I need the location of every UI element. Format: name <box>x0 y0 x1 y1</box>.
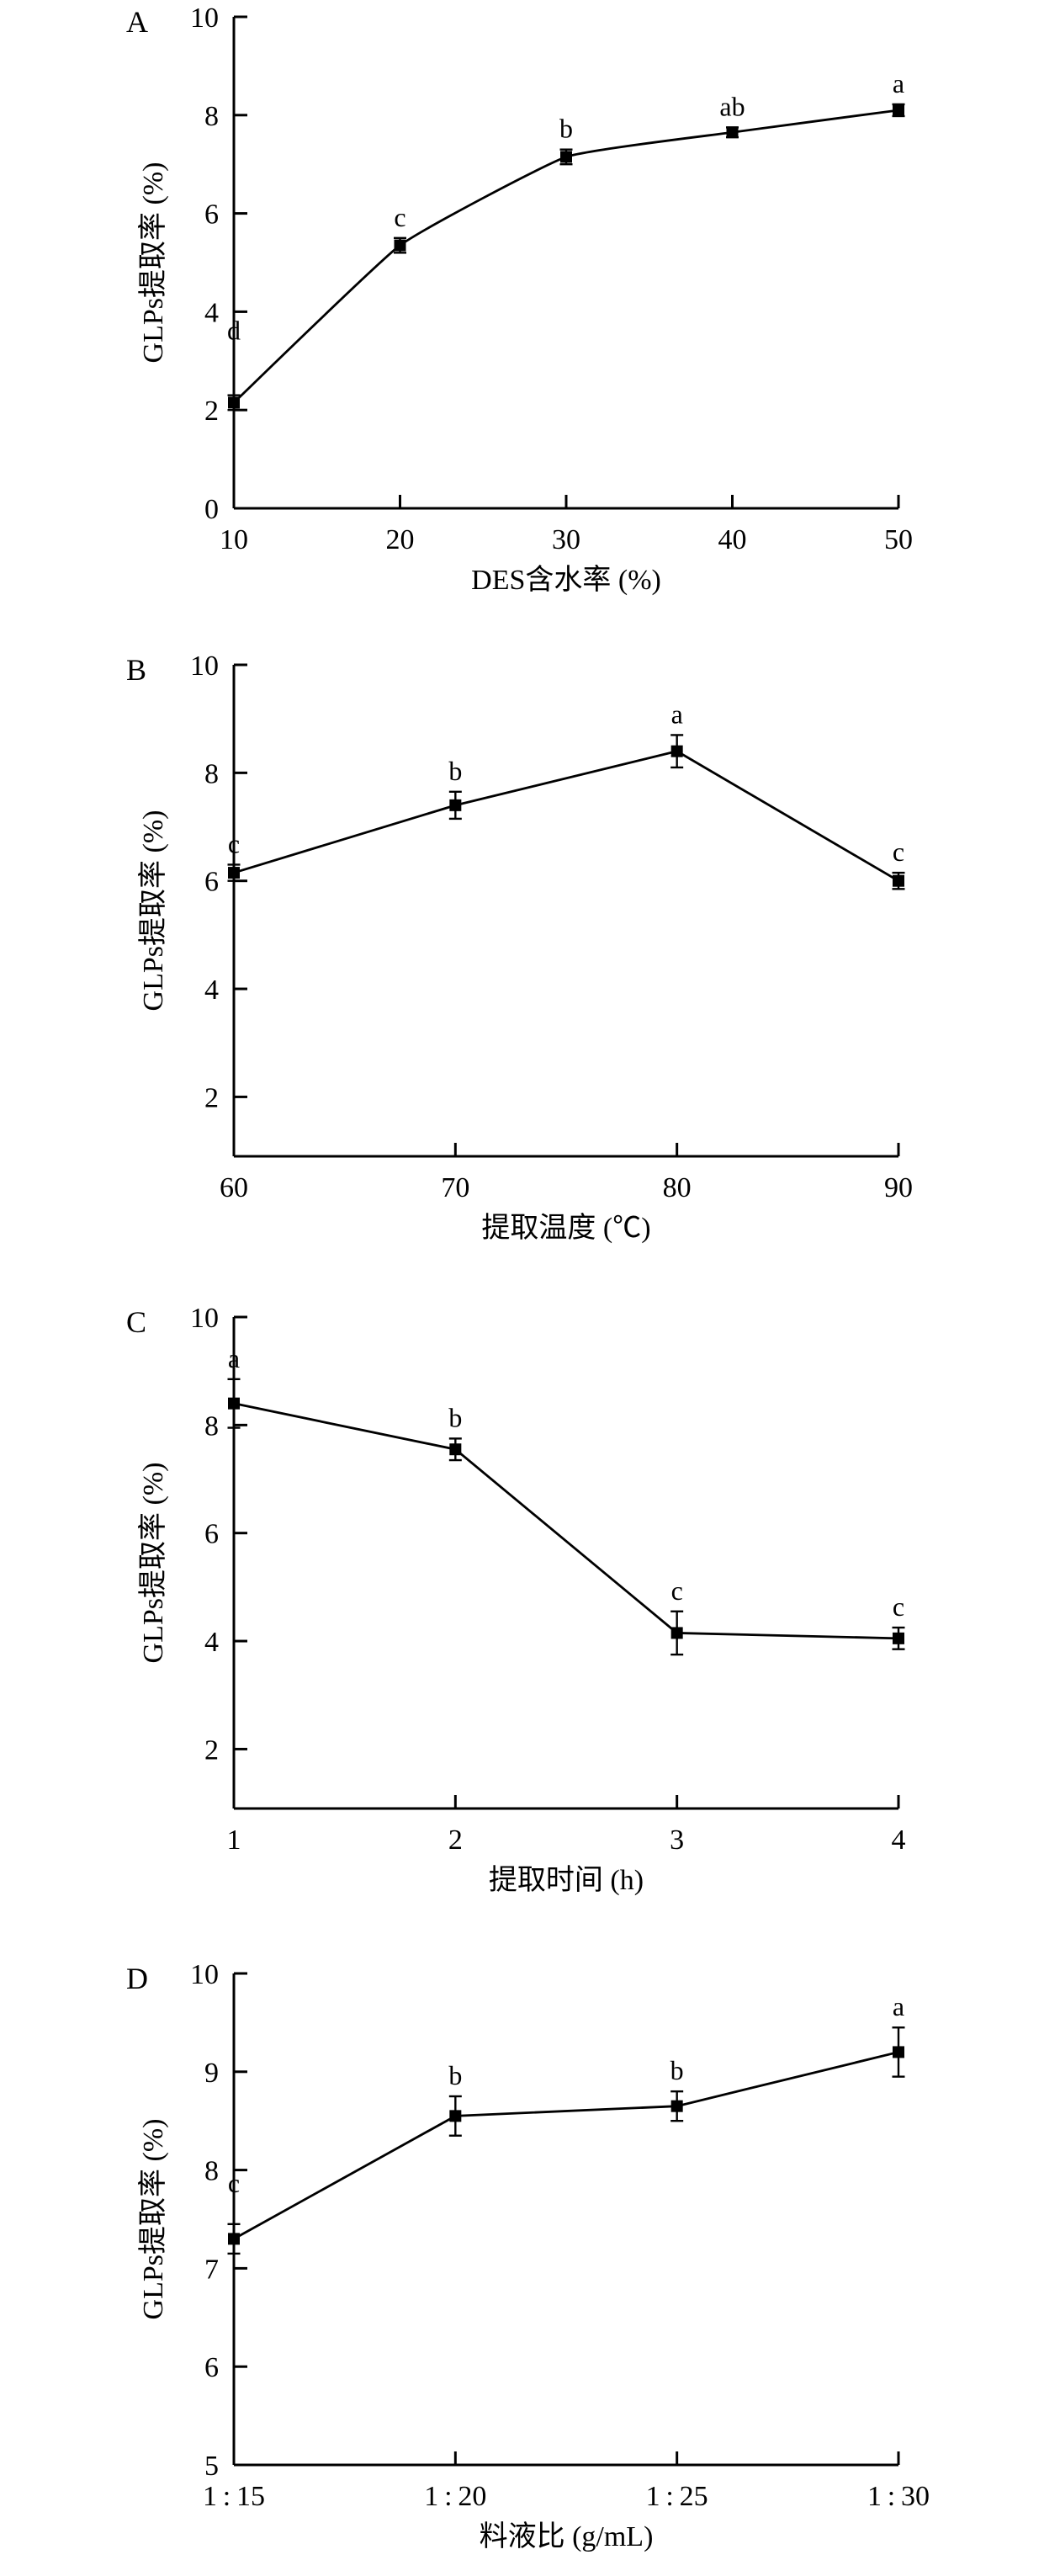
svg-text:提取时间 (h): 提取时间 (h) <box>489 1864 644 1896</box>
svg-text:70: 70 <box>441 1172 469 1203</box>
svg-text:6: 6 <box>204 1519 219 1550</box>
svg-text:3: 3 <box>670 1824 684 1856</box>
svg-text:c: c <box>394 202 405 232</box>
svg-text:10: 10 <box>190 1959 219 1990</box>
svg-text:1: 1 <box>227 1824 241 1856</box>
svg-text:c: c <box>671 1575 683 1606</box>
svg-text:GLPs提取率 (%): GLPs提取率 (%) <box>137 162 169 364</box>
svg-text:b: b <box>448 756 462 786</box>
svg-text:30: 30 <box>552 524 580 555</box>
svg-text:b: b <box>559 114 573 144</box>
svg-text:GLPs提取率 (%): GLPs提取率 (%) <box>137 2119 169 2320</box>
svg-text:0: 0 <box>204 494 219 525</box>
svg-text:c: c <box>893 1591 904 1622</box>
svg-text:10: 10 <box>190 651 219 682</box>
svg-text:90: 90 <box>884 1172 913 1203</box>
svg-text:8: 8 <box>204 2156 219 2187</box>
svg-text:6: 6 <box>204 199 219 231</box>
svg-text:7: 7 <box>204 2254 219 2285</box>
svg-text:10: 10 <box>220 524 248 555</box>
svg-text:50: 50 <box>884 524 913 555</box>
svg-text:1 : 15: 1 : 15 <box>203 2481 265 2512</box>
svg-text:C: C <box>126 1305 146 1339</box>
svg-text:b: b <box>448 1402 462 1432</box>
svg-text:提取温度 (℃): 提取温度 (℃) <box>481 1212 650 1244</box>
svg-text:8: 8 <box>204 1410 219 1442</box>
svg-text:10: 10 <box>190 1303 219 1334</box>
svg-text:c: c <box>893 837 904 867</box>
svg-text:8: 8 <box>204 101 219 132</box>
svg-text:6: 6 <box>204 2352 219 2383</box>
svg-text:b: b <box>448 2060 462 2090</box>
svg-text:a: a <box>893 68 904 98</box>
svg-text:1 : 30: 1 : 30 <box>867 2481 930 2512</box>
svg-text:D: D <box>126 1962 148 1995</box>
svg-text:2: 2 <box>204 1082 219 1113</box>
svg-text:B: B <box>126 653 146 687</box>
svg-text:4: 4 <box>204 975 219 1006</box>
svg-text:40: 40 <box>718 524 747 555</box>
svg-text:A: A <box>126 5 148 39</box>
svg-text:料液比 (g/mL): 料液比 (g/mL) <box>480 2520 654 2552</box>
svg-text:ab: ab <box>719 91 745 121</box>
svg-text:a: a <box>228 1343 240 1373</box>
svg-text:2: 2 <box>204 1734 219 1766</box>
svg-text:d: d <box>227 316 241 346</box>
svg-text:DES含水率 (%): DES含水率 (%) <box>471 564 661 596</box>
svg-text:b: b <box>670 2055 684 2085</box>
svg-text:60: 60 <box>220 1172 248 1203</box>
svg-text:8: 8 <box>204 758 219 789</box>
svg-text:6: 6 <box>204 867 219 898</box>
svg-text:9: 9 <box>204 2058 219 2089</box>
svg-text:4: 4 <box>204 1627 219 1658</box>
svg-text:2: 2 <box>448 1824 463 1856</box>
svg-text:GLPs提取率 (%): GLPs提取率 (%) <box>137 810 169 1012</box>
svg-text:1 : 25: 1 : 25 <box>646 2481 708 2512</box>
svg-text:c: c <box>228 2168 240 2198</box>
svg-text:2: 2 <box>204 396 219 427</box>
svg-text:c: c <box>228 828 240 858</box>
svg-text:a: a <box>893 1991 904 2021</box>
svg-text:4: 4 <box>892 1824 906 1856</box>
svg-text:1 : 20: 1 : 20 <box>424 2481 486 2512</box>
svg-text:80: 80 <box>663 1172 692 1203</box>
svg-text:20: 20 <box>386 524 415 555</box>
svg-text:4: 4 <box>204 297 219 328</box>
svg-text:5: 5 <box>204 2451 219 2482</box>
svg-text:GLPs提取率 (%): GLPs提取率 (%) <box>137 1463 169 1664</box>
svg-text:10: 10 <box>190 3 219 34</box>
svg-text:a: a <box>671 698 683 729</box>
